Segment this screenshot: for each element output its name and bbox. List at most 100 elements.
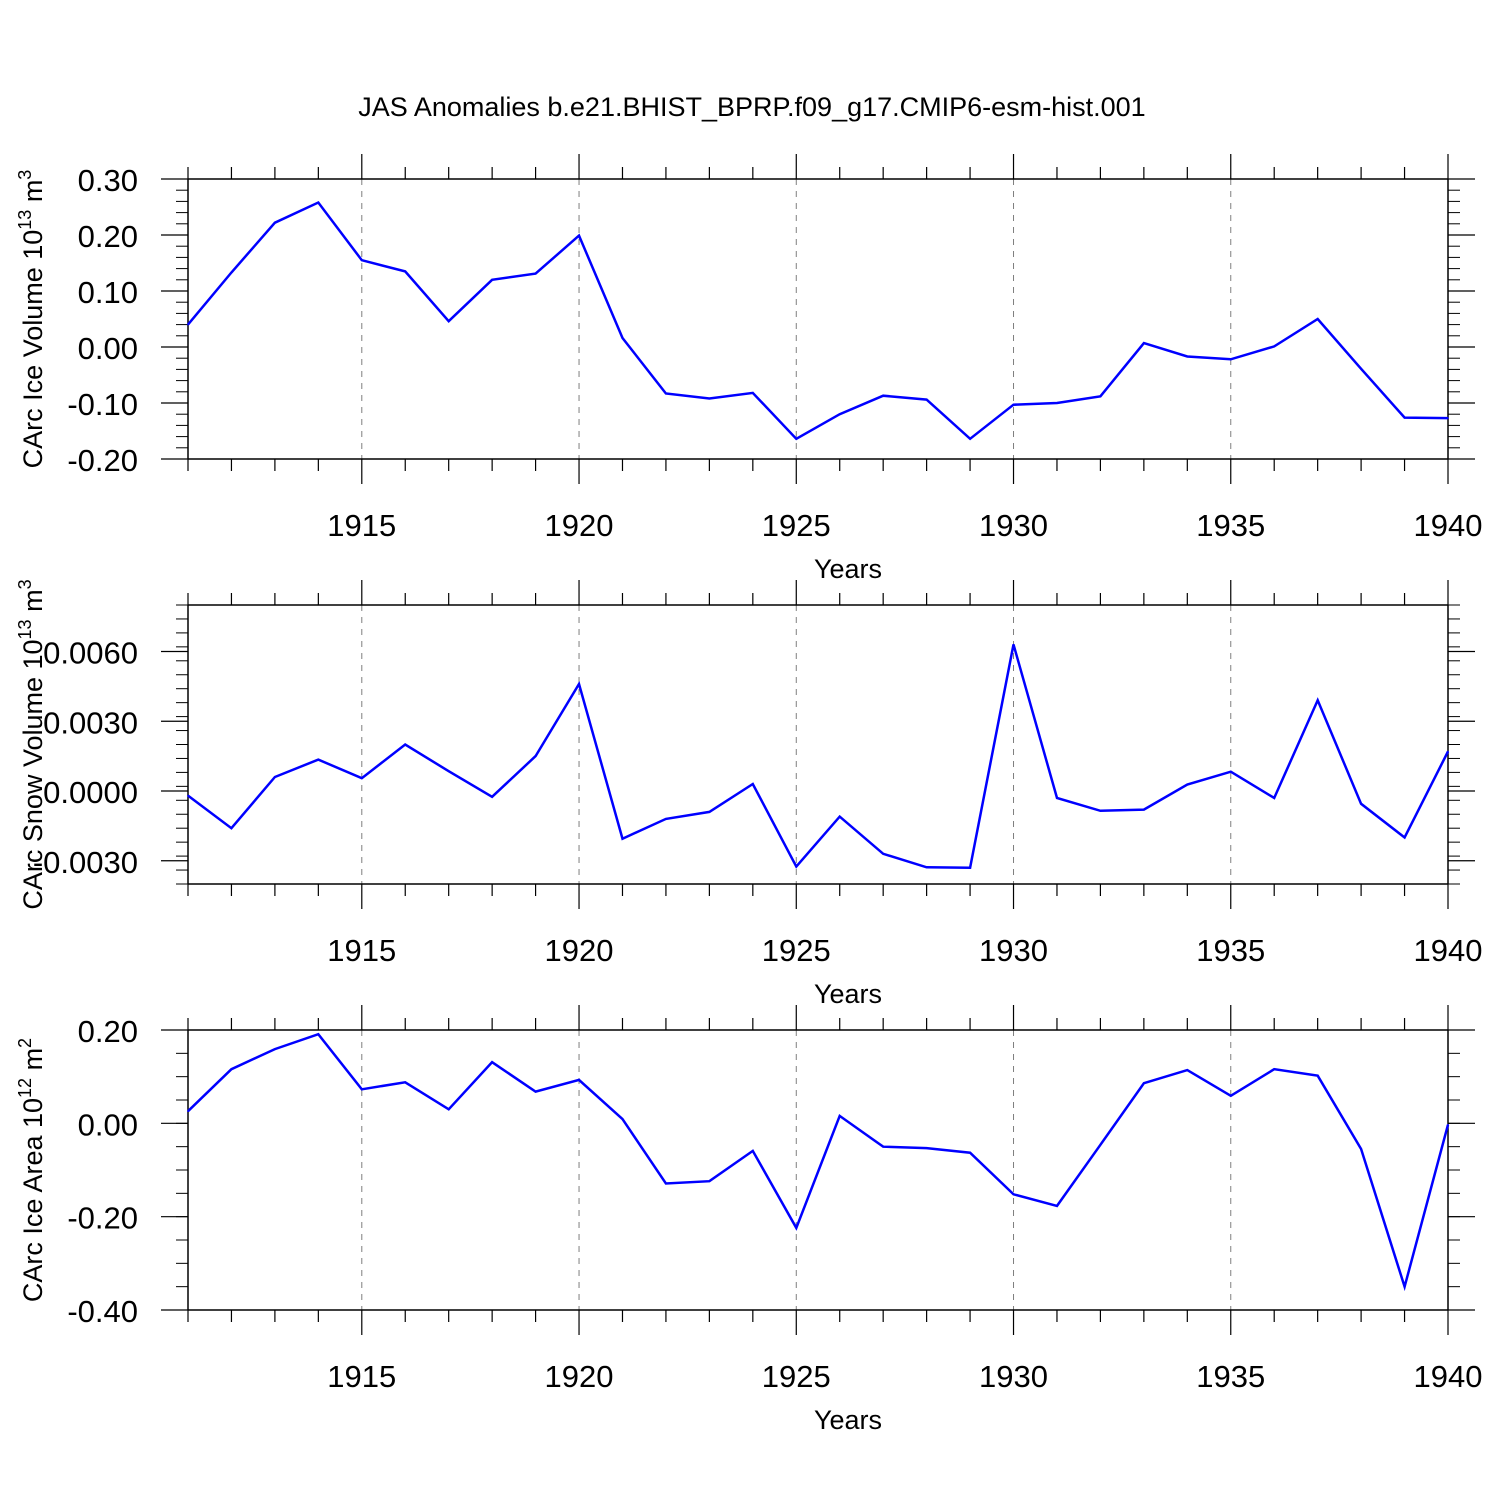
x-tick-label: 1915: [327, 508, 396, 543]
data-point: [1012, 1193, 1015, 1196]
data-point: [1273, 345, 1276, 348]
y-axis-label: CArc Snow Volume 1013 m3: [15, 579, 48, 909]
data-point: [1229, 358, 1232, 361]
data-point: [578, 683, 580, 685]
data-point: [230, 827, 233, 829]
data-point: [1186, 355, 1189, 358]
data-point: [534, 755, 537, 757]
data-point: [1447, 1123, 1449, 1126]
x-tick-label: 1935: [1196, 508, 1265, 543]
y-tick-label: 0.10: [78, 275, 138, 310]
x-tick-label: 1920: [545, 1359, 614, 1394]
data-point: [838, 815, 841, 818]
data-point: [447, 1108, 450, 1111]
data-point: [795, 438, 798, 440]
data-point: [969, 438, 971, 440]
y-tick-label: 0.00: [78, 1107, 138, 1142]
data-point: [795, 865, 798, 868]
data-point: [534, 1090, 537, 1093]
data-point: [1316, 318, 1319, 320]
x-tick-label: 1940: [1414, 1359, 1483, 1394]
data-point: [187, 1110, 189, 1112]
data-point: [665, 818, 667, 820]
data-point: [665, 1182, 667, 1185]
data-point: [404, 1081, 407, 1084]
data-point: [1012, 403, 1015, 406]
data-point: [1403, 1285, 1406, 1288]
data-point: [230, 271, 233, 274]
data-point: [925, 398, 928, 401]
data-point: [1360, 368, 1362, 370]
data-point: [1186, 1069, 1189, 1071]
y-axis-label: CArc Ice Volume 1013 m3: [15, 170, 48, 469]
y-tick-label: -0.20: [67, 1201, 138, 1236]
series-line-2: [187, 644, 1450, 869]
data-point: [925, 866, 928, 869]
x-tick-label: 1940: [1414, 508, 1483, 543]
data-point: [969, 866, 971, 869]
data-point: [230, 1068, 233, 1070]
data-point: [621, 337, 624, 339]
data-point: [491, 279, 493, 281]
y-axis-label: CArc Ice Area 1012 m2: [15, 1038, 48, 1302]
data-point: [447, 320, 450, 323]
data-point: [969, 1151, 971, 1154]
x-tick-label: 1940: [1414, 933, 1483, 968]
data-point: [1360, 802, 1362, 805]
y-tick-label: 0.20: [78, 1014, 138, 1049]
x-tick-label: 1935: [1196, 1359, 1265, 1394]
x-tick-label: 1935: [1196, 933, 1265, 968]
data-point: [1447, 750, 1449, 753]
data-point: [752, 392, 754, 394]
data-point: [882, 852, 884, 855]
data-point: [665, 392, 667, 395]
data-point: [404, 743, 407, 746]
data-point: [1099, 395, 1102, 398]
data-point: [317, 201, 320, 204]
x-axis-label: Years: [814, 979, 882, 1009]
data-point: [317, 758, 320, 761]
data-point: [1012, 643, 1015, 646]
data-point: [925, 1147, 928, 1149]
data-point: [1403, 836, 1406, 839]
data-point: [187, 794, 189, 797]
data-point: [491, 1061, 493, 1063]
data-point: [1143, 342, 1145, 344]
data-point: [708, 811, 711, 813]
data-point: [578, 1079, 580, 1081]
data-point: [1360, 1148, 1362, 1150]
data-point: [621, 1118, 624, 1120]
data-point: [1099, 1144, 1102, 1146]
y-tick-label: 0.20: [78, 219, 138, 254]
data-point: [1273, 797, 1276, 799]
data-point: [1099, 809, 1102, 812]
data-point: [1229, 1095, 1232, 1097]
data-point: [1316, 699, 1319, 702]
data-point: [360, 1088, 363, 1091]
y-tick-label: -0.40: [67, 1294, 138, 1329]
data-point: [838, 413, 841, 416]
chart-title: JAS Anomalies b.e21.BHIST_BPRP.f09_g17.C…: [358, 92, 1145, 122]
data-point: [274, 776, 276, 778]
x-tick-label: 1930: [979, 1359, 1048, 1394]
data-point: [1316, 1074, 1319, 1077]
x-axis-label: Years: [814, 554, 882, 584]
y-tick-label: -0.10: [67, 387, 138, 422]
data-point: [795, 1227, 798, 1229]
y-tick-label: -0.20: [67, 443, 138, 478]
x-tick-label: 1920: [545, 933, 614, 968]
x-tick-label: 1925: [762, 933, 831, 968]
data-point: [1143, 1082, 1145, 1084]
y-tick-label: 0.0000: [43, 775, 138, 810]
data-point: [578, 234, 580, 237]
data-point: [1273, 1068, 1276, 1070]
x-tick-label: 1925: [762, 1359, 831, 1394]
y-tick-label: 0.00: [78, 331, 138, 366]
data-point: [1056, 402, 1058, 404]
x-tick-label: 1920: [545, 508, 614, 543]
data-point: [404, 270, 407, 273]
x-axis-label: Years: [814, 1405, 882, 1435]
y-tick-label: -0.0030: [33, 845, 138, 880]
